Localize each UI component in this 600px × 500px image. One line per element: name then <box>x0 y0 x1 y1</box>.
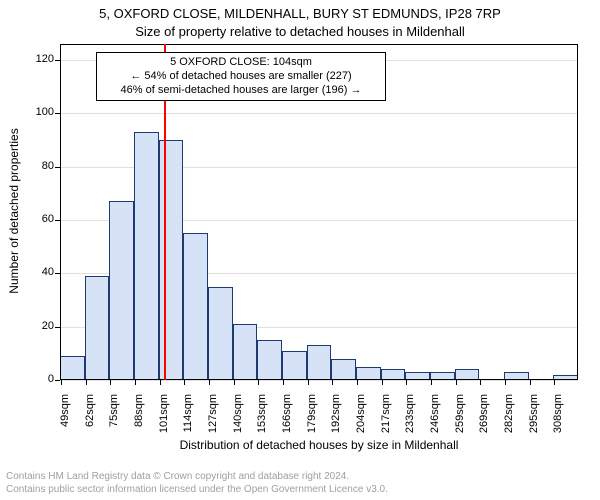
histogram-bar <box>159 140 184 380</box>
x-tick-label: 101sqm <box>158 394 170 454</box>
histogram-bar <box>331 359 356 380</box>
chart-title-address: 5, OXFORD CLOSE, MILDENHALL, BURY ST EDM… <box>0 6 600 21</box>
y-tick-label: 80 <box>20 160 54 172</box>
x-tick-mark <box>406 380 407 385</box>
annotation-line-2: ← 54% of detached houses are smaller (22… <box>103 70 379 84</box>
x-tick-label: 166sqm <box>281 394 293 454</box>
y-tick-mark <box>55 380 60 381</box>
histogram-bar <box>208 287 233 380</box>
x-tick-label: 140sqm <box>232 394 244 454</box>
histogram-bar <box>307 345 332 380</box>
histogram-bar <box>60 356 85 380</box>
x-tick-label: 127sqm <box>207 394 219 454</box>
x-tick-label: 295sqm <box>528 394 540 454</box>
y-tick-mark <box>55 327 60 328</box>
x-tick-mark <box>283 380 284 385</box>
x-tick-label: 282sqm <box>503 394 515 454</box>
histogram-bar <box>134 132 159 380</box>
histogram-bar <box>109 201 134 380</box>
x-tick-label: 233sqm <box>404 394 416 454</box>
y-tick-label: 20 <box>20 320 54 332</box>
x-tick-mark <box>480 380 481 385</box>
x-tick-mark <box>431 380 432 385</box>
histogram-bar <box>183 233 208 380</box>
histogram-bar <box>381 369 406 380</box>
x-tick-mark <box>135 380 136 385</box>
x-tick-label: 308sqm <box>552 394 564 454</box>
x-tick-mark <box>209 380 210 385</box>
histogram-bar <box>356 367 381 380</box>
y-tick-label: 120 <box>20 53 54 65</box>
x-tick-mark <box>308 380 309 385</box>
footer-line-1: Contains HM Land Registry data © Crown c… <box>6 471 388 484</box>
annotation-line-1: 5 OXFORD CLOSE: 104sqm <box>103 56 379 70</box>
x-tick-label: 153sqm <box>256 394 268 454</box>
x-tick-mark <box>357 380 358 385</box>
y-tick-mark <box>55 60 60 61</box>
x-tick-mark <box>110 380 111 385</box>
x-tick-label: 88sqm <box>133 394 145 454</box>
x-tick-mark <box>61 380 62 385</box>
footer-attribution: Contains HM Land Registry data © Crown c… <box>6 471 388 496</box>
annotation-line-3: 46% of semi-detached houses are larger (… <box>103 84 379 98</box>
y-tick-mark <box>55 113 60 114</box>
y-tick-label: 0 <box>20 373 54 385</box>
histogram-bar <box>553 375 578 380</box>
footer-line-2: Contains public sector information licen… <box>6 484 388 497</box>
x-tick-mark <box>332 380 333 385</box>
x-tick-label: 62sqm <box>84 394 96 454</box>
x-tick-label: 259sqm <box>454 394 466 454</box>
x-tick-label: 179sqm <box>306 394 318 454</box>
y-tick-label: 100 <box>20 106 54 118</box>
y-tick-mark <box>55 167 60 168</box>
x-tick-mark <box>86 380 87 385</box>
x-tick-mark <box>382 380 383 385</box>
histogram-bar <box>85 276 110 380</box>
x-tick-mark <box>505 380 506 385</box>
annotation-box: 5 OXFORD CLOSE: 104sqm ← 54% of detached… <box>96 52 386 101</box>
x-tick-label: 49sqm <box>59 394 71 454</box>
y-tick-label: 40 <box>20 266 54 278</box>
x-tick-mark <box>530 380 531 385</box>
gridline <box>60 113 578 114</box>
histogram-bar <box>405 372 430 380</box>
histogram-bar <box>430 372 455 380</box>
x-tick-label: 269sqm <box>478 394 490 454</box>
y-tick-mark <box>55 273 60 274</box>
x-tick-mark <box>184 380 185 385</box>
histogram-bar <box>504 372 529 380</box>
y-axis-title: Number of detached properties <box>7 43 21 379</box>
x-tick-label: 204sqm <box>355 394 367 454</box>
histogram-bar <box>282 351 307 380</box>
x-tick-label: 217sqm <box>380 394 392 454</box>
x-tick-mark <box>160 380 161 385</box>
histogram-bar <box>233 324 258 380</box>
x-tick-label: 114sqm <box>182 394 194 454</box>
chart-subtitle: Size of property relative to detached ho… <box>0 24 600 39</box>
x-tick-label: 192sqm <box>330 394 342 454</box>
x-tick-mark <box>258 380 259 385</box>
x-tick-label: 246sqm <box>429 394 441 454</box>
histogram-bar <box>455 369 480 380</box>
x-tick-mark <box>234 380 235 385</box>
x-tick-mark <box>456 380 457 385</box>
x-tick-mark <box>554 380 555 385</box>
gridline <box>60 380 578 381</box>
histogram-bar <box>257 340 282 380</box>
y-tick-label: 60 <box>20 213 54 225</box>
y-tick-mark <box>55 220 60 221</box>
x-tick-label: 75sqm <box>108 394 120 454</box>
chart-root: 5, OXFORD CLOSE, MILDENHALL, BURY ST EDM… <box>0 0 600 500</box>
